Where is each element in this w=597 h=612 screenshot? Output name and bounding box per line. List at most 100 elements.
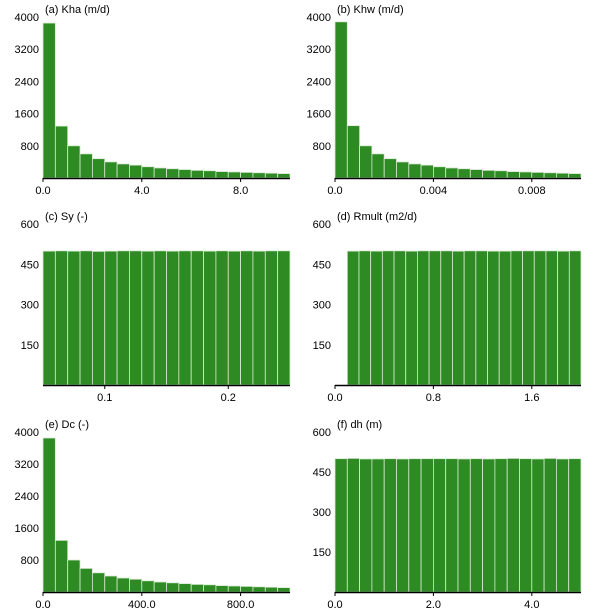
bar-dc [215, 585, 229, 593]
bar-sy [215, 250, 229, 386]
y-tick-label-rmult: 600 [313, 219, 331, 231]
bar-kha [153, 167, 167, 179]
bar-kha [141, 166, 155, 179]
bar-kha [116, 163, 130, 179]
bar-sy [116, 250, 130, 386]
panel-title-sy: (c) Sy (-) [45, 211, 88, 223]
bar-sy [129, 250, 143, 386]
bar-rmult [498, 250, 512, 386]
bar-dh [445, 458, 459, 593]
bar-kha [178, 169, 192, 179]
y-tick-label-kha: 3200 [15, 44, 39, 56]
bar-sy [104, 250, 118, 386]
bar-sy [67, 250, 81, 386]
bar-dh [568, 458, 582, 593]
bar-kha [54, 125, 69, 179]
y-tick-label-dc: 800 [21, 555, 39, 567]
panel-dc: 0.0 400.0 800.0 800 1600 2400 3200 4000 (e) Dc (… [15, 419, 291, 611]
y-tick-label-sy: 150 [21, 340, 39, 352]
bar-khw [346, 125, 360, 179]
bar-dc [240, 586, 254, 593]
x-tick-label-dh: 2.0 [426, 599, 441, 611]
bar-dh [371, 458, 385, 593]
bar-kha [190, 169, 204, 179]
bar-khw [359, 145, 373, 179]
bar-dc [277, 587, 291, 593]
bar-khw [445, 167, 459, 179]
bar-kha [227, 171, 242, 179]
bar-sy [190, 250, 204, 386]
y-tick-label-dh: 150 [313, 547, 331, 559]
bar-sy [79, 250, 93, 386]
bar-rmult [510, 250, 523, 386]
bar-rmult [522, 250, 535, 386]
bar-rmult [393, 250, 407, 386]
bar-dh [346, 457, 360, 593]
bar-dh [457, 458, 471, 593]
x-tick-label-rmult: 1.6 [524, 392, 539, 404]
panel-kha: 0.0 4.0 8.0 800 1600 2400 3200 4000 (a) Kha (m/d… [15, 4, 291, 197]
bar-rmult [475, 250, 488, 386]
bar-sy [240, 250, 254, 386]
bar-sy [141, 250, 155, 386]
y-tick-label-kha: 4000 [15, 12, 39, 24]
bar-khw [420, 164, 434, 179]
bar-dc [190, 584, 204, 593]
bar-khw [482, 169, 496, 179]
bar-dc [252, 586, 266, 593]
bar-kha [92, 158, 106, 179]
x-tick-label-kha: 4.0 [134, 185, 149, 197]
bar-khw [334, 21, 348, 179]
bar-kha [79, 153, 93, 179]
x-tick-label-rmult: 0.0 [327, 392, 342, 404]
bar-kha [42, 22, 56, 179]
y-tick-label-rmult: 150 [313, 340, 331, 352]
bar-kha [166, 168, 180, 179]
bar-khw [568, 173, 582, 179]
bar-rmult [417, 250, 430, 386]
bar-rmult [405, 250, 418, 386]
bar-dh [556, 458, 570, 593]
y-tick-label-khw: 4000 [307, 12, 331, 24]
bar-dh [408, 458, 422, 593]
bar-sy [178, 250, 192, 386]
x-tick-label-sy: 0.2 [221, 392, 236, 404]
x-tick-label-dc: 0.0 [35, 599, 50, 611]
y-tick-label-rmult: 450 [313, 259, 331, 271]
bar-dc [42, 437, 56, 593]
panel-khw: 0.0 0.004 0.008 800 1600 2400 3200 4000 (b) Khw … [307, 4, 582, 197]
bar-dh [420, 458, 434, 593]
bar-rmult [370, 250, 383, 386]
bar-kha [67, 145, 81, 179]
y-tick-label-dc: 3200 [15, 459, 39, 471]
bar-dh [531, 458, 545, 593]
bar-dc [178, 583, 192, 593]
bar-rmult [358, 250, 372, 386]
bar-dc [79, 568, 93, 593]
panel-title-kha: (a) Kha (m/d) [45, 4, 110, 16]
bar-sy [54, 250, 69, 386]
bar-khw [543, 172, 557, 179]
y-tick-label-sy: 300 [21, 300, 39, 312]
bar-dh [334, 458, 348, 593]
bar-dh [396, 458, 410, 593]
bar-khw [531, 171, 545, 179]
bar-kha [215, 171, 229, 179]
bar-kha [104, 161, 118, 179]
bar-sy [153, 250, 167, 386]
bar-dc [54, 540, 69, 593]
x-tick-label-khw: 0.0 [327, 185, 342, 197]
bar-khw [383, 158, 397, 179]
panel-sy: 0.1 0.2 150 300 450 600 (c) Sy (-) [21, 211, 291, 404]
y-tick-label-sy: 600 [21, 219, 39, 231]
y-tick-label-khw: 2400 [307, 76, 331, 88]
bar-dh [383, 458, 397, 593]
bar-dc [166, 582, 180, 593]
panel-title-dc: (e) Dc (-) [45, 419, 89, 431]
bar-dc [104, 575, 118, 593]
bar-khw [469, 169, 483, 179]
bar-sy [252, 250, 266, 386]
y-tick-label-rmult: 300 [313, 300, 331, 312]
bar-khw [396, 161, 410, 179]
